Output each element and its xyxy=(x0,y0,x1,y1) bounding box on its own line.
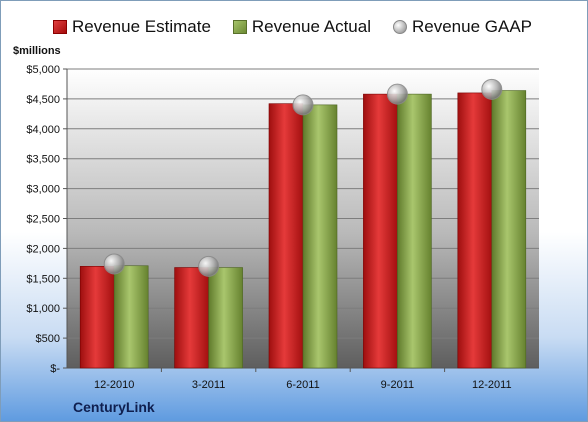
bar-revenue-estimate xyxy=(79,266,115,369)
y-tick-label: $4,500 xyxy=(26,94,60,106)
bar-revenue-estimate xyxy=(174,267,209,369)
marker-revenue-gaap xyxy=(386,83,408,105)
y-tick-label: $1,000 xyxy=(26,303,60,315)
x-tick-label: 6-2011 xyxy=(286,379,319,391)
y-tick-label: $- xyxy=(50,363,60,375)
marker-revenue-gaap xyxy=(198,255,220,277)
marker-revenue-gaap xyxy=(103,253,125,275)
company-name: CenturyLink xyxy=(73,399,155,415)
bar-revenue-estimate xyxy=(457,92,493,369)
legend-label-actual: Revenue Actual xyxy=(251,17,371,36)
y-axis-unit-label: $millions xyxy=(13,45,61,57)
legend-label-estimate: Revenue Estimate xyxy=(72,17,211,36)
legend-item-gaap: Revenue GAAP xyxy=(393,17,532,37)
gaap-markers xyxy=(103,78,503,277)
x-tick-label: 12-2010 xyxy=(94,379,134,391)
bar-revenue-estimate xyxy=(363,93,398,369)
legend: Revenue Estimate Revenue Actual Revenue … xyxy=(53,17,532,37)
y-tick-label: $1,500 xyxy=(26,273,60,285)
bar-revenue-actual xyxy=(208,267,243,369)
bar-revenue-estimate xyxy=(268,103,304,369)
legend-item-estimate: Revenue Estimate xyxy=(53,17,211,37)
y-tick-label: $5,000 xyxy=(26,64,60,76)
legend-swatch-actual xyxy=(232,20,247,34)
bar-revenue-actual xyxy=(491,90,527,369)
legend-item-actual: Revenue Actual xyxy=(232,17,371,37)
legend-swatch-gaap xyxy=(393,20,407,34)
x-tick-label: 12-2011 xyxy=(472,379,512,391)
legend-swatch-estimate xyxy=(53,20,67,34)
marker-revenue-gaap xyxy=(481,78,503,100)
y-tick-label: $500 xyxy=(36,333,60,345)
y-tick-label: $2,000 xyxy=(26,243,60,255)
bar-revenue-actual xyxy=(397,93,432,369)
y-tick-label: $3,500 xyxy=(26,154,60,166)
bars xyxy=(79,90,527,369)
y-tick-label: $2,500 xyxy=(26,214,60,226)
bar-revenue-actual xyxy=(113,265,149,369)
bar-revenue-actual xyxy=(302,104,338,369)
x-tick-label: 3-2011 xyxy=(192,379,225,391)
y-tick-label: $3,000 xyxy=(26,184,60,196)
marker-revenue-gaap xyxy=(292,94,314,116)
legend-label-gaap: Revenue GAAP xyxy=(412,17,533,36)
y-tick-label: $4,000 xyxy=(26,124,60,136)
x-tick-label: 9-2011 xyxy=(381,379,414,391)
